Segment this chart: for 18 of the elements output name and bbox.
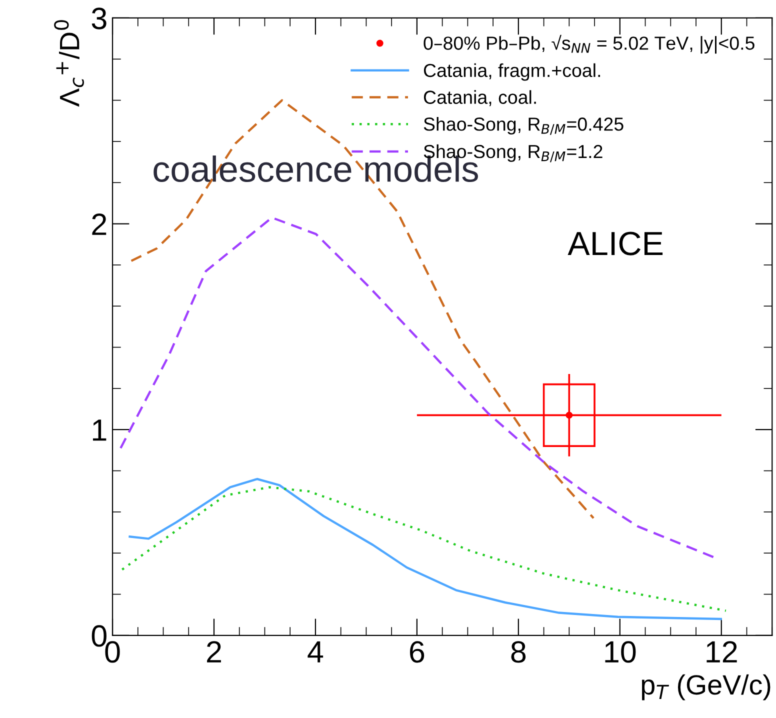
y-tick-label: 0 (92, 625, 106, 647)
legend-label: 0–80% Pb–Pb, √s$_{NN}$ = 5.02 TeV, |y|<0.5 (424, 34, 754, 54)
x-tick-label: 4 (308, 641, 324, 662)
y-axis-title: Λ$_{c}$$^{+}$/D$^{0}$ (54, 20, 84, 107)
annotation: ALICE (568, 232, 663, 256)
x-axis-title: p$_{T}$ (GeV/c) (642, 674, 770, 700)
x-tick-label: 12 (706, 641, 737, 662)
x-tick-label: 2 (207, 641, 221, 662)
y-tick-label: 3 (92, 8, 106, 30)
legend-label: Catania, coal. (424, 90, 536, 106)
line-series (120, 216, 715, 558)
x-tick-label: 8 (511, 641, 526, 663)
legend-label: Shao-Song, R$_{B/M}$=0.425 (424, 117, 624, 135)
legend-label: Catania, fragm.+coal. (424, 63, 600, 81)
y-tick-label: 1 (92, 420, 106, 441)
x-tick-label: 6 (410, 641, 424, 663)
x-tick-label: 10 (605, 641, 636, 663)
y-tick-label: 2 (92, 214, 106, 235)
